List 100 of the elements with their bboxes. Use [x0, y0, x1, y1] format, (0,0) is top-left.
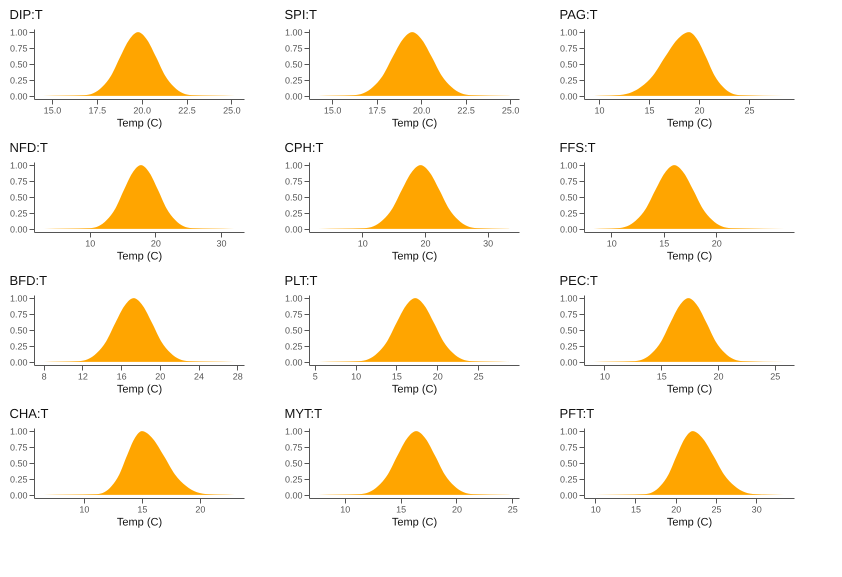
y-tick-label: 0.75 — [560, 442, 578, 453]
chart-title: CHA:T — [9, 406, 49, 422]
x-tick-label: 20 — [195, 504, 206, 514]
chart-title: FFS:T — [559, 140, 596, 156]
x-axis-title: Temp (C) — [116, 250, 162, 262]
x-tick-label: 20 — [671, 504, 682, 514]
y-tick-label: 0.25 — [560, 341, 578, 352]
y-tick-label: 0.50 — [10, 326, 28, 336]
x-axis-title: Temp (C) — [392, 516, 438, 528]
x-tick-label: 15 — [644, 106, 655, 116]
x-tick-label: 24 — [194, 372, 204, 382]
y-tick-label: 0.00 — [560, 357, 578, 368]
x-tick-label: 5 — [312, 372, 318, 382]
y-tick-label: 0.00 — [284, 91, 302, 102]
x-tick-label: 22.5 — [457, 106, 475, 116]
x-tick-label: 25.0 — [502, 106, 520, 116]
chart-title: PAG:T — [559, 7, 598, 22]
y-tick-label: 1.00 — [10, 28, 28, 38]
x-tick-label: 10 — [600, 372, 610, 382]
y-tick-label: 0.50 — [284, 192, 302, 202]
y-tick-label: 0.00 — [10, 357, 28, 368]
chart-title: PLT:T — [284, 273, 318, 288]
x-tick-label: 20 — [155, 372, 166, 382]
x-tick-label: 30 — [752, 504, 762, 514]
y-tick-label: 1.00 — [10, 160, 28, 171]
chart-title: NFD:T — [9, 140, 48, 156]
x-tick-label: 25.0 — [223, 106, 241, 116]
x-axis-title: Temp (C) — [666, 516, 712, 528]
x-tick-label: 22.5 — [178, 106, 196, 116]
chart-title: DIP:T — [9, 7, 43, 22]
x-tick-label: 15 — [392, 372, 402, 382]
x-tick-label: 20 — [713, 372, 724, 382]
x-tick-label: 15 — [630, 504, 641, 514]
x-tick-label: 25 — [770, 372, 780, 382]
x-tick-label: 17.5 — [88, 106, 106, 116]
y-tick-label: 0.75 — [284, 310, 302, 320]
x-tick-label: 25 — [711, 504, 722, 514]
y-tick-label: 0.75 — [10, 310, 28, 320]
y-tick-label: 0.75 — [284, 176, 302, 187]
x-tick-label: 10 — [590, 504, 601, 514]
x-tick-label: 16 — [116, 372, 127, 382]
y-tick-label: 0.75 — [560, 176, 578, 187]
y-tick-label: 0.50 — [10, 458, 28, 468]
y-tick-label: 1.00 — [560, 160, 578, 171]
y-tick-label: 0.00 — [284, 357, 302, 368]
x-tick-label: 20 — [432, 372, 443, 382]
y-tick-label: 0.25 — [284, 341, 302, 352]
y-tick-label: 1.00 — [284, 294, 302, 304]
x-tick-label: 12 — [78, 372, 88, 382]
x-tick-label: 20 — [452, 504, 462, 514]
y-tick-label: 0.00 — [284, 224, 302, 234]
y-tick-label: 0.25 — [284, 208, 302, 218]
y-tick-label: 0.50 — [284, 326, 302, 336]
y-tick-label: 0.00 — [10, 490, 28, 500]
x-tick-label: 15 — [396, 504, 406, 514]
y-tick-label: 0.50 — [560, 326, 578, 336]
x-tick-label: 30 — [483, 238, 494, 248]
y-tick-label: 0.00 — [560, 490, 578, 500]
chart-title: SPI:T — [284, 7, 318, 22]
y-tick-label: 1.00 — [10, 426, 28, 437]
y-tick-label: 0.50 — [560, 60, 578, 70]
x-tick-label: 20 — [150, 238, 161, 248]
y-tick-label: 0.50 — [560, 192, 578, 202]
x-tick-label: 10 — [606, 238, 617, 248]
x-tick-label: 15 — [656, 372, 667, 382]
y-tick-label: 0.25 — [560, 208, 578, 218]
y-tick-label: 0.50 — [284, 458, 302, 468]
x-tick-label: 20 — [420, 238, 430, 248]
x-tick-label: 20.0 — [133, 106, 151, 116]
y-tick-label: 1.00 — [284, 28, 302, 38]
y-tick-label: 1.00 — [10, 294, 28, 304]
x-tick-label: 30 — [216, 238, 227, 248]
x-tick-label: 25 — [474, 372, 484, 382]
y-tick-label: 0.75 — [284, 44, 302, 54]
y-tick-label: 1.00 — [284, 426, 302, 437]
x-tick-label: 20 — [694, 106, 705, 116]
x-axis-title: Temp (C) — [392, 250, 438, 262]
y-tick-label: 1.00 — [560, 28, 578, 38]
x-tick-label: 10 — [351, 372, 362, 382]
x-tick-label: 10 — [594, 106, 605, 116]
x-tick-label: 8 — [42, 372, 47, 382]
y-tick-label: 0.75 — [560, 44, 578, 54]
y-tick-label: 0.75 — [10, 442, 28, 453]
chart-title: CPH:T — [284, 140, 324, 156]
x-axis-title: Temp (C) — [116, 118, 162, 130]
x-tick-label: 15 — [659, 238, 670, 248]
y-tick-label: 1.00 — [284, 160, 302, 171]
x-tick-label: 25 — [744, 106, 755, 116]
x-axis-title: Temp (C) — [666, 118, 712, 130]
x-axis-title: Temp (C) — [116, 384, 162, 396]
x-tick-label: 10 — [79, 504, 90, 514]
x-tick-label: 20 — [712, 238, 722, 248]
y-tick-label: 0.50 — [284, 60, 302, 70]
y-tick-label: 0.00 — [560, 224, 578, 234]
x-tick-label: 15.0 — [44, 106, 62, 116]
x-tick-label: 20.0 — [412, 106, 430, 116]
y-tick-label: 0.75 — [560, 310, 578, 320]
chart-title: PEC:T — [559, 273, 598, 288]
y-tick-label: 0.75 — [10, 176, 28, 187]
y-tick-label: 0.50 — [10, 60, 28, 70]
